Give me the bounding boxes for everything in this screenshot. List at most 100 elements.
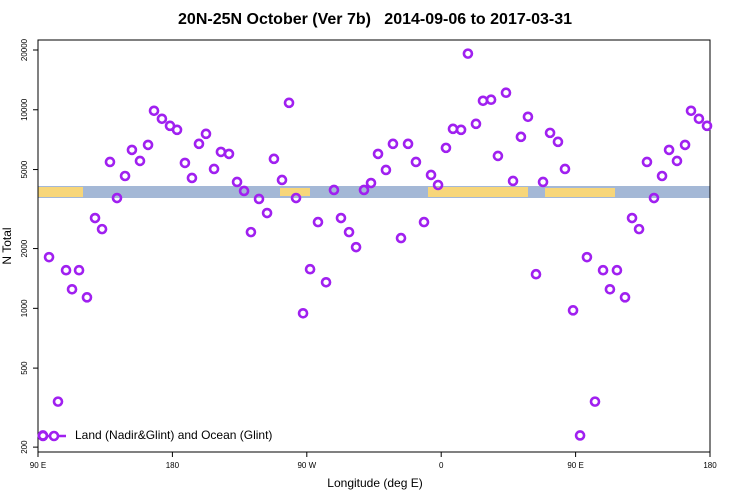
point <box>522 111 534 123</box>
y-tick-label: 10000 <box>20 98 29 121</box>
point <box>410 156 422 168</box>
point <box>304 263 316 275</box>
point <box>119 170 131 182</box>
point <box>52 396 64 407</box>
point <box>567 305 579 316</box>
point <box>89 212 101 224</box>
x-tick-label: 90 W <box>297 461 316 470</box>
x-tick-label: 180 <box>166 461 180 470</box>
x-tick-label: 90 E <box>567 461 583 470</box>
point <box>208 163 220 175</box>
point <box>253 193 265 205</box>
point <box>418 216 430 228</box>
point <box>589 396 601 407</box>
point <box>380 164 392 176</box>
point <box>559 163 571 175</box>
point <box>283 97 295 109</box>
point <box>261 207 273 219</box>
point <box>365 177 377 189</box>
point <box>641 156 653 168</box>
point <box>604 283 616 295</box>
point <box>395 232 407 244</box>
point <box>223 148 235 160</box>
point <box>372 148 384 160</box>
y-tick-label: 1000 <box>20 299 29 317</box>
chart-title: 20N-25N October (Ver 7b) 2014-09-06 to 2… <box>178 11 572 28</box>
point <box>544 127 556 139</box>
point <box>43 251 55 263</box>
point <box>328 184 340 196</box>
point <box>200 128 212 140</box>
y-tick-label: 500 <box>20 361 29 375</box>
point <box>148 105 160 117</box>
point <box>238 185 250 197</box>
point <box>574 430 586 441</box>
point <box>552 136 564 148</box>
point <box>500 87 512 98</box>
land-strip <box>280 188 310 196</box>
point <box>485 94 497 105</box>
point <box>81 292 93 303</box>
y-tick-label: 2000 <box>20 239 29 257</box>
point <box>142 139 154 151</box>
x-axis-label: Longitude (deg E) <box>327 476 422 490</box>
point <box>679 139 691 151</box>
x-tick-label: 0 <box>439 461 444 470</box>
point <box>611 264 623 276</box>
point <box>96 223 108 235</box>
point <box>268 153 280 165</box>
point <box>66 283 78 295</box>
point <box>656 170 668 182</box>
point <box>425 169 437 181</box>
point <box>156 113 168 125</box>
point <box>530 268 542 280</box>
point <box>111 192 123 204</box>
point <box>648 192 660 204</box>
land-strip <box>38 187 83 197</box>
point <box>312 216 324 228</box>
point <box>455 124 467 136</box>
point <box>231 176 243 188</box>
x-tick-label: 180 <box>703 461 717 470</box>
point <box>73 264 85 276</box>
point <box>276 174 288 186</box>
point <box>633 223 645 235</box>
point <box>193 138 205 150</box>
point <box>581 251 593 263</box>
point <box>290 192 302 204</box>
map-strip <box>38 186 710 198</box>
point <box>320 276 332 288</box>
y-tick-label: 20000 <box>20 38 29 61</box>
point <box>462 48 474 59</box>
legend-label: Land (Nadir&Glint) and Ocean (Glint) <box>75 428 272 442</box>
point <box>297 308 309 319</box>
x-tick-label: 90 E <box>30 461 46 470</box>
point <box>597 264 609 276</box>
plot-frame <box>37 39 711 453</box>
land-strip <box>428 187 528 197</box>
point <box>186 172 198 184</box>
point <box>179 157 191 169</box>
point <box>685 105 697 117</box>
point <box>626 212 638 224</box>
land-strip <box>545 188 615 197</box>
y-tick-label: 200 <box>20 440 29 454</box>
point <box>671 155 683 167</box>
point <box>60 264 72 276</box>
point <box>507 175 519 187</box>
point <box>492 150 504 162</box>
point <box>350 241 362 253</box>
point <box>701 120 713 132</box>
point <box>387 138 399 150</box>
y-axis-label: N Total <box>0 227 14 264</box>
point <box>126 144 138 156</box>
ocean-strip <box>38 186 710 198</box>
point <box>358 184 370 196</box>
point <box>37 430 49 441</box>
legend-marker <box>48 430 60 442</box>
point <box>104 156 116 168</box>
point <box>470 118 482 130</box>
point <box>619 292 631 303</box>
